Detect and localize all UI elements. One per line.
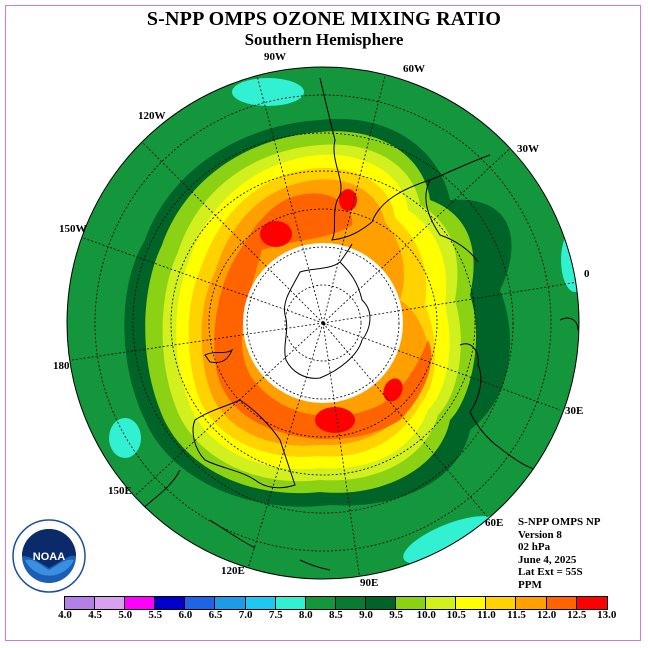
info-version: Version 8 (518, 528, 562, 541)
colorbar-swatch (576, 597, 607, 609)
lon-label-60w: 60W (403, 63, 425, 75)
colorbar-tick-label: 4.0 (58, 609, 72, 621)
colorbar-swatch (95, 597, 126, 609)
colorbar-tick-label: 12.5 (567, 609, 587, 621)
lon-label-60e: 60E (485, 517, 504, 529)
contour-12.5-core-3 (315, 407, 355, 433)
colorbar-swatch (275, 597, 306, 609)
page-title: S-NPP OMPS OZONE MIXING RATIO (146, 8, 502, 30)
colorbar-swatch (215, 597, 246, 609)
map-edge (66, 66, 580, 580)
lon-label-150e: 150E (108, 485, 132, 497)
info-date: June 4, 2025 (518, 553, 577, 566)
contour-12.5-core-2 (339, 189, 357, 211)
colorbar-swatch (305, 597, 336, 609)
info-lat-ext: Lat Ext = 55S (518, 566, 583, 578)
colorbar-swatch (125, 597, 156, 609)
colorbar-tick-label: 11.5 (507, 609, 526, 621)
lon-label-0: 0 (584, 268, 590, 280)
contour-patch-cyan-1 (232, 78, 304, 106)
lon-label-150w: 150W (59, 223, 87, 235)
colorbar-tick-label: 6.0 (178, 609, 193, 621)
graticule (71, 71, 579, 579)
lon-label-90w: 90W (264, 51, 286, 63)
lon-label-120w: 120W (138, 110, 166, 122)
colorbar-swatch (365, 597, 397, 609)
colorbar-tick-label: 4.5 (88, 609, 102, 621)
lon-label-30w: 30W (517, 143, 539, 155)
colorbar-tick-label: 5.5 (148, 609, 163, 621)
colorbar-tick-label: 12.0 (536, 609, 557, 621)
contour-patch-cyan-4 (403, 516, 497, 564)
colorbar-tick-label: 8.0 (298, 609, 313, 621)
colorbar-tick-label: 7.0 (238, 609, 253, 621)
info-instrument: S-NPP OMPS NP (518, 516, 601, 528)
colorbar-tick-label: 7.5 (268, 609, 283, 621)
contour-patch-cyan-3 (561, 228, 579, 292)
page-subtitle: Southern Hemisphere (244, 30, 404, 49)
colorbar (64, 596, 608, 610)
colorbar-tick-label: 9.5 (389, 609, 403, 621)
colorbar-tick-label: 13.0 (597, 609, 617, 621)
colorbar-swatch (155, 597, 186, 609)
colorbar-swatch (396, 597, 427, 609)
colorbar-swatch (245, 597, 276, 609)
colorbar-swatch (546, 597, 577, 609)
lon-label-180: 180 (53, 360, 70, 372)
colorbar-tick-label: 10.5 (446, 609, 466, 621)
colorbar-swatch (516, 597, 547, 609)
ozone-field (67, 67, 579, 579)
colorbar-swatch (65, 597, 96, 609)
colorbar-tick-label: 8.5 (329, 609, 343, 621)
lon-label-120e: 120E (221, 565, 245, 577)
lon-label-90e: 90E (360, 577, 379, 589)
colorbar-tick-label: 10.0 (416, 609, 436, 621)
contour-patch-cyan-2 (109, 418, 141, 458)
coastlines (129, 77, 579, 571)
south-pole-dot (322, 322, 326, 326)
colorbar-tick-label: 6.5 (208, 609, 223, 621)
colorbar-tick-label: 5.0 (118, 609, 133, 621)
info-level: 02 hPa (518, 541, 551, 553)
product-info: S-NPP OMPS NP Version 8 02 hPa June 4, 2… (518, 516, 601, 591)
contour-12.5-core-4 (383, 378, 403, 402)
colorbar-swatch (456, 597, 487, 609)
info-units: PPM (518, 578, 542, 591)
contour-12.5-core-1 (260, 221, 292, 247)
colorbar-tick-label: 11.0 (477, 609, 496, 621)
colorbar-swatch (335, 597, 366, 609)
noaa-logo-text: NOAA (33, 551, 65, 563)
lon-label-30e: 30E (565, 405, 584, 417)
colorbar-swatch (185, 597, 216, 609)
colorbar-swatch (426, 597, 457, 609)
colorbar-swatch (486, 597, 517, 609)
noaa-logo: NOAA (12, 519, 86, 593)
colorbar-tick-label: 9.0 (359, 609, 373, 621)
